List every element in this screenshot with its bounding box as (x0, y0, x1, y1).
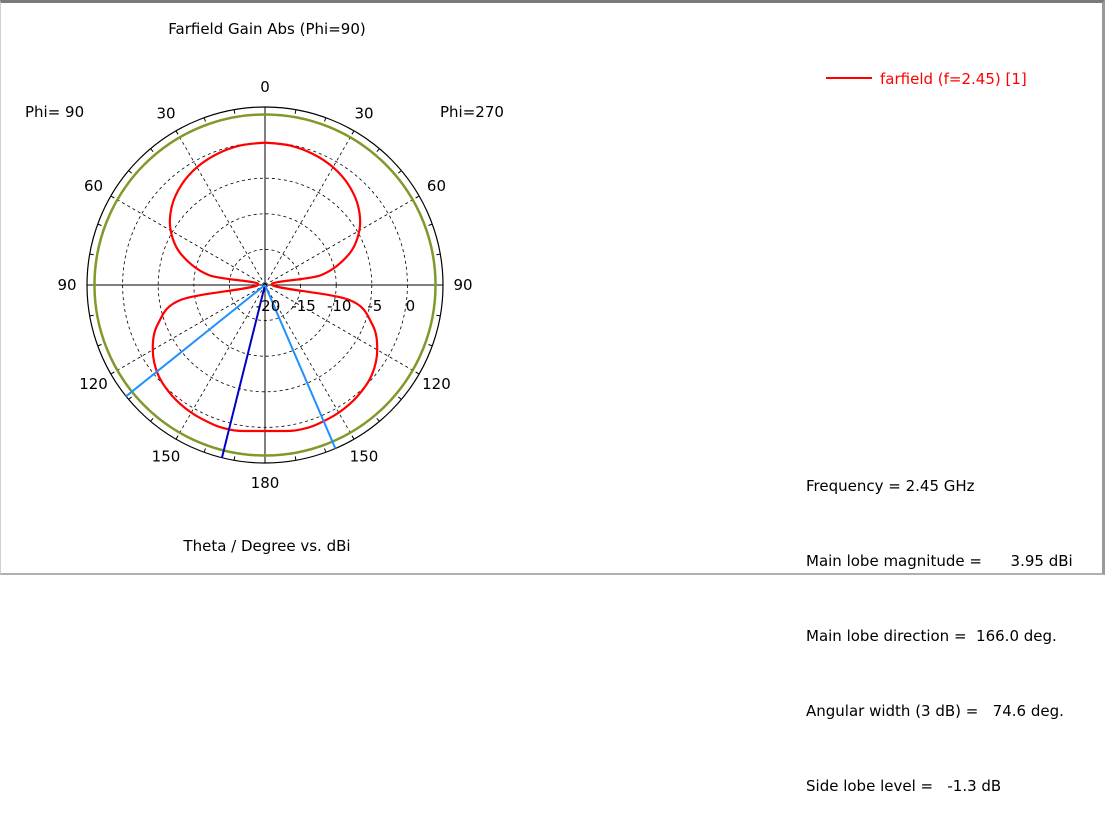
grid-spoke (264, 195, 420, 286)
outer-tick (175, 435, 179, 440)
outer-tick (436, 253, 441, 256)
outer-tick (397, 396, 402, 400)
angle-tick-label: 150 (350, 447, 379, 465)
outer-tick (428, 344, 433, 347)
x-axis-label: Theta / Degree vs. dBi (182, 537, 350, 555)
info-panel: Frequency = 2.45 GHz Main lobe magnitude… (806, 424, 1073, 824)
angle-tick-label: 90 (453, 276, 472, 294)
radial-labels: -20 -15 -10 -5 0 (256, 297, 415, 315)
series-layer (151, 141, 379, 433)
chart-title: Farfield Gain Abs (Phi=90) (168, 20, 365, 38)
angle-tick-label: 150 (152, 447, 181, 465)
outer-tick (294, 109, 297, 114)
main-lobe-direction-text: Main lobe direction = 166.0 deg. (806, 627, 1057, 645)
radial-tick-label: -20 (256, 297, 281, 315)
outer-tick (128, 170, 133, 174)
outer-tick (233, 109, 236, 114)
angle-tick-label: 180 (251, 474, 280, 492)
reference-circle-layer (93, 113, 437, 457)
angle-tick-label: 120 (422, 375, 451, 393)
angle-tick-label: 120 (79, 375, 108, 393)
angle-tick-label: 60 (427, 177, 446, 195)
outer-tick (175, 130, 179, 135)
grid-spoke (110, 195, 266, 286)
outer-tick (203, 117, 206, 122)
outer-tick (203, 448, 206, 453)
main-lobe-magnitude-text: Main lobe magnitude = 3.95 dBi (806, 552, 1073, 570)
outer-tick (128, 396, 133, 400)
outer-tick (324, 448, 327, 453)
outer-tick (415, 195, 420, 199)
angle-tick-label: 30 (354, 105, 373, 123)
outer-tick (294, 456, 297, 461)
lobe-marker-line (220, 284, 266, 458)
legend-label: farfield (f=2.45) [1] (880, 70, 1027, 88)
side-lobe-level-text: Side lobe level = -1.3 dB (806, 777, 1002, 795)
frequency-text: Frequency = 2.45 GHz (806, 477, 975, 495)
angle-tick-label: 60 (84, 177, 103, 195)
main-lobe-magnitude-circle (93, 113, 437, 457)
outer-tick (324, 117, 327, 122)
angle-tick-label: 30 (156, 105, 175, 123)
outer-tick (97, 344, 102, 347)
phi-right-label: Phi=270 (440, 103, 504, 121)
lobe-marker-line (264, 284, 337, 449)
outer-tick (428, 223, 433, 226)
markers-layer (125, 284, 337, 458)
angle-tick-label: 0 (260, 78, 270, 96)
radial-tick-label: -5 (367, 297, 382, 315)
outer-tick (351, 435, 355, 440)
angle-tick-label: 90 (57, 276, 76, 294)
outer-tick (415, 371, 420, 375)
radial-tick-label: 0 (406, 297, 416, 315)
legend[interactable]: farfield (f=2.45) [1] (826, 70, 1027, 88)
outer-tick (376, 148, 380, 153)
angular-width-text: Angular width (3 dB) = 74.6 deg. (806, 702, 1064, 720)
radial-tick-label: -15 (291, 297, 316, 315)
outer-tick (351, 130, 355, 135)
outer-tick (376, 417, 380, 422)
outer-tick (150, 148, 154, 153)
outer-tick (97, 223, 102, 226)
plot-window (0, 0, 1105, 575)
outer-tick (110, 371, 115, 375)
grid-spoke (175, 284, 266, 440)
outer-tick (397, 170, 402, 174)
polar-chart: Farfield Gain Abs (Phi=90) Theta / Degre… (25, 20, 1027, 555)
radial-tick-label: -10 (327, 297, 352, 315)
outer-tick (150, 417, 154, 422)
outer-tick (89, 253, 94, 256)
phi-left-label: Phi= 90 (25, 103, 84, 121)
outer-tick (233, 456, 236, 461)
polar-grid (86, 106, 444, 464)
outer-tick (436, 314, 441, 317)
angle-labels: 0 30 60 90 120 150 180 30 60 90 120 150 (57, 78, 472, 492)
outer-tick (89, 314, 94, 317)
farfield-series-line (151, 141, 379, 433)
outer-tick (110, 195, 115, 199)
lobe-marker-line (125, 284, 266, 398)
